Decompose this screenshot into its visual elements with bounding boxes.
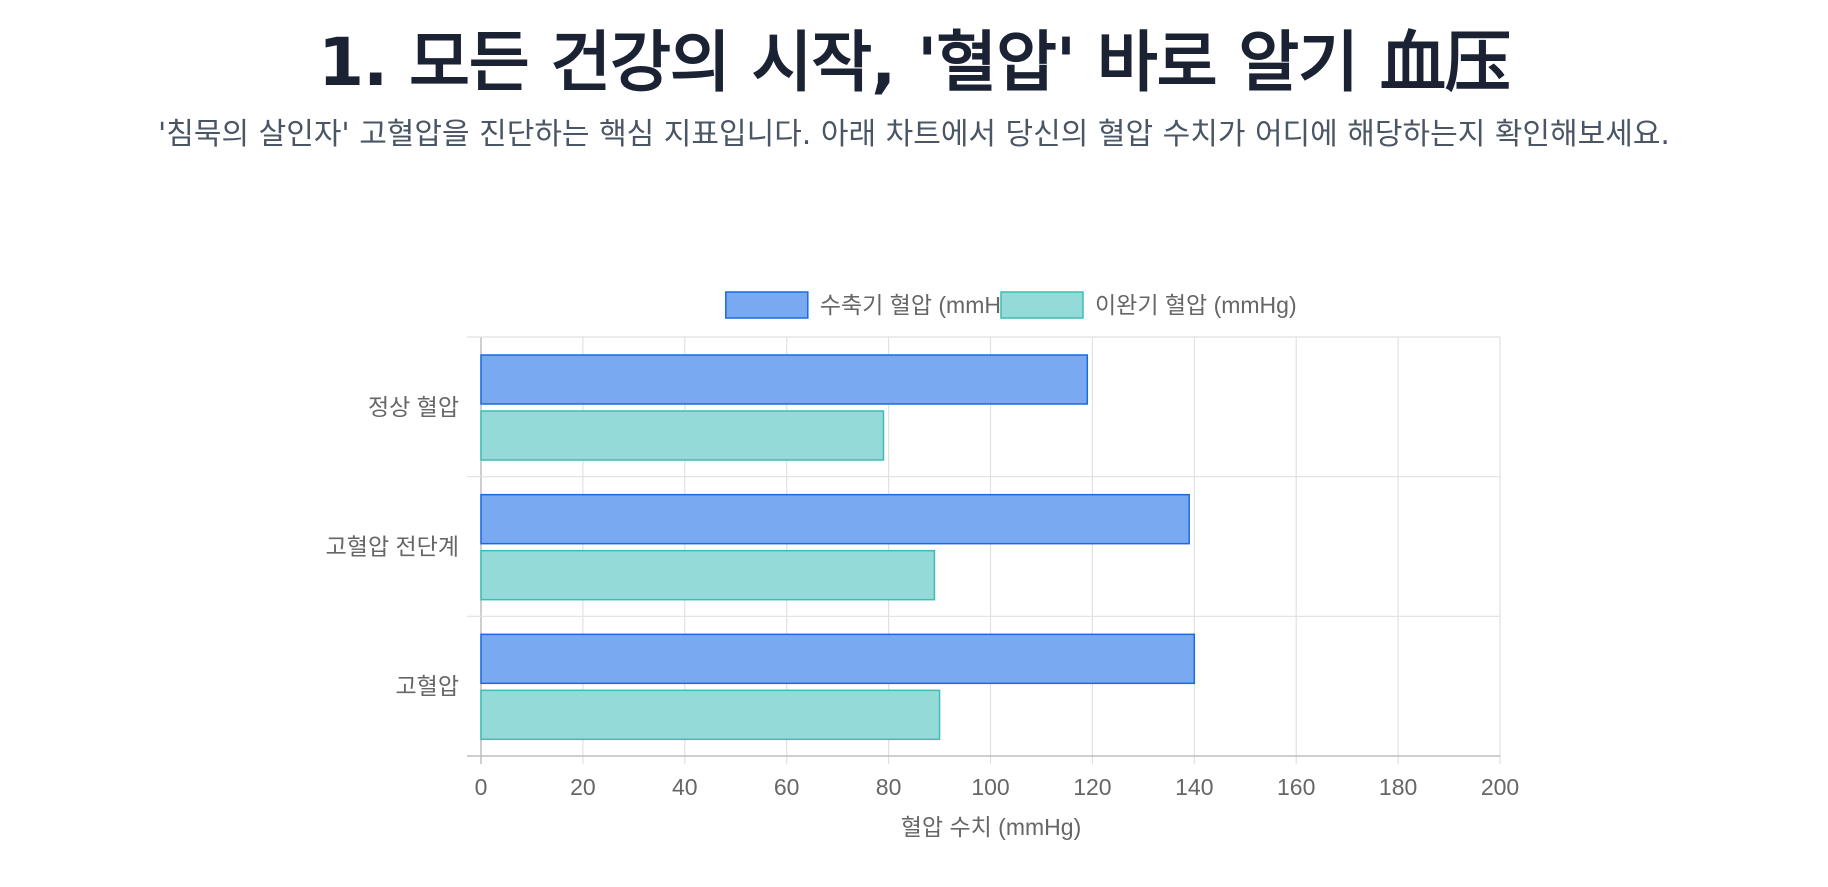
legend-label: 수축기 혈압 (mmHg) [820, 292, 1022, 318]
bar-systolic[interactable] [480, 493, 1190, 545]
bar-diastolic[interactable] [480, 549, 936, 601]
category-label: 고혈압 전단계 [326, 534, 459, 560]
x-tick-label: 20 [570, 774, 596, 800]
bar-diastolic[interactable] [480, 410, 885, 461]
bar-systolic[interactable] [480, 633, 1196, 685]
chart-legend: 수축기 혈압 (mmHg) 이완기 혈압 (mmHg) [725, 291, 1297, 319]
page-subtitle: '침묵의 살인자' 고혈압을 진단하는 핵심 지표입니다. 아래 차트에서 당신… [158, 117, 1670, 152]
x-tick-labels: 0 20 40 60 80 100 120 140 160 180 200 [475, 774, 1520, 800]
legend-swatch [1000, 291, 1084, 319]
x-axis-title: 혈압 수치 (mmHg) [901, 814, 1081, 840]
legend-item[interactable]: 수축기 혈압 (mmHg) [725, 291, 1022, 319]
x-tick-label: 140 [1175, 774, 1213, 800]
x-tick-label: 40 [672, 774, 698, 800]
bar-systolic[interactable] [480, 354, 1089, 405]
x-tick-label: 120 [1073, 774, 1111, 800]
x-tick-label: 160 [1277, 774, 1315, 800]
x-tick-label: 200 [1481, 774, 1519, 800]
legend-swatch [725, 291, 809, 319]
x-tick-label: 80 [876, 774, 902, 800]
x-tick-label: 60 [774, 774, 800, 800]
legend-label: 이완기 혈압 (mmHg) [1095, 292, 1297, 318]
category-label: 정상 혈압 [368, 394, 459, 420]
chart-grid [467, 336, 1501, 764]
category-label: 고혈압 [396, 673, 459, 699]
bar-diastolic[interactable] [480, 689, 941, 741]
x-tick-label: 180 [1379, 774, 1417, 800]
chart-bars [480, 354, 1196, 741]
page-title: 1. 모든 건강의 시작, '혈압' 바로 알기 血压 [318, 24, 1511, 101]
x-tick-label: 100 [971, 774, 1009, 800]
legend-item[interactable]: 이완기 혈압 (mmHg) [1000, 291, 1297, 319]
x-tick-label: 0 [475, 774, 488, 800]
